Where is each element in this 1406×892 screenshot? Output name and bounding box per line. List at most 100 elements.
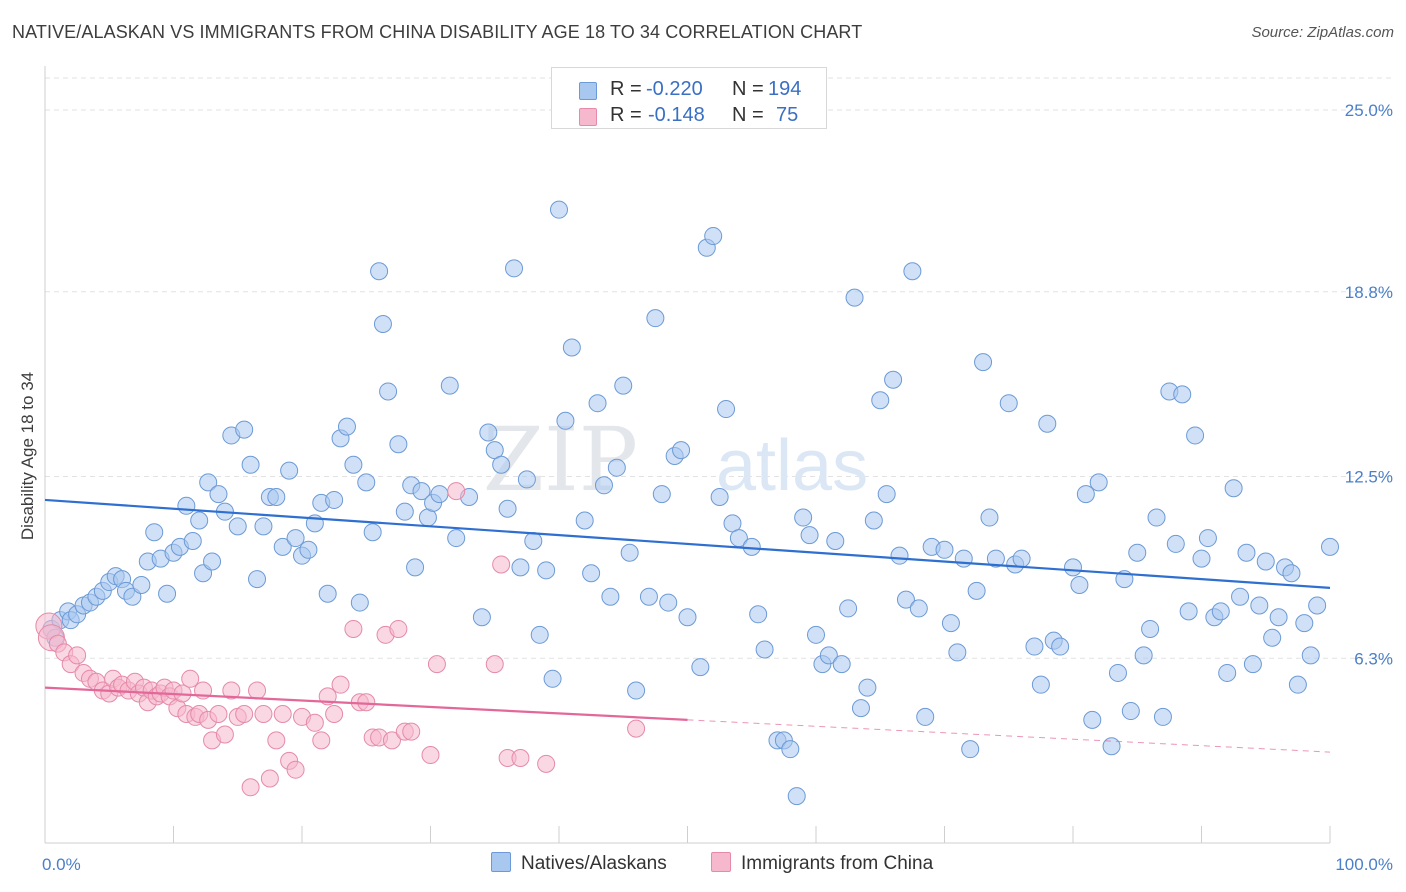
data-point-natives	[1321, 537, 1339, 556]
data-point-natives	[344, 455, 363, 474]
data-point-natives	[530, 625, 549, 644]
data-point-natives	[1076, 485, 1095, 504]
data-point-natives	[1250, 596, 1269, 615]
data-point-natives	[839, 599, 858, 618]
data-point-natives	[1295, 614, 1314, 633]
data-point-natives	[373, 315, 392, 334]
data-point-natives	[228, 517, 247, 536]
data-point-natives	[254, 517, 273, 536]
legend-n-label: N =	[732, 104, 764, 126]
data-point-natives	[511, 558, 530, 577]
data-point-natives	[406, 558, 425, 577]
legend-swatch-natives	[579, 82, 597, 100]
data-point-natives	[1198, 529, 1217, 548]
data-point-china	[537, 754, 556, 773]
data-point-natives	[1025, 637, 1044, 656]
data-point-natives	[248, 570, 267, 589]
data-point-natives	[537, 561, 556, 580]
data-point-natives	[517, 470, 536, 489]
data-point-natives	[659, 593, 678, 612]
data-point-china	[273, 704, 292, 723]
data-point-natives	[183, 531, 202, 550]
data-point-china	[511, 748, 530, 767]
data-point-china	[427, 655, 446, 674]
data-point-natives	[851, 699, 870, 718]
data-point-natives	[845, 288, 864, 307]
y-tick-label: 25.0%	[1345, 101, 1393, 120]
legend-row-natives: R = -0.220 N = 194	[552, 78, 826, 104]
data-point-natives	[607, 458, 626, 477]
data-point-natives	[781, 740, 800, 759]
data-point-natives	[974, 353, 993, 372]
data-point-china	[325, 704, 344, 723]
data-point-china	[68, 646, 87, 665]
data-point-natives	[961, 740, 980, 759]
data-point-natives	[556, 411, 575, 430]
data-point-natives	[543, 669, 562, 688]
data-point-china	[421, 746, 440, 765]
data-point-natives	[498, 499, 517, 518]
data-point-natives	[325, 490, 344, 509]
data-point-natives	[1108, 663, 1127, 682]
trend-line-china	[44, 686, 688, 721]
data-point-natives	[999, 394, 1018, 413]
trend-line-natives	[44, 498, 1331, 590]
data-point-natives	[614, 376, 633, 395]
data-point-natives	[954, 549, 973, 568]
data-point-natives	[1282, 564, 1301, 583]
data-point-natives	[1179, 602, 1198, 621]
data-point-china	[492, 555, 511, 574]
data-point-natives	[357, 473, 376, 492]
data-point-natives	[1051, 637, 1070, 656]
data-point-natives	[717, 400, 736, 419]
data-point-natives	[807, 625, 825, 644]
trend-lines	[44, 498, 1331, 753]
data-point-china	[627, 719, 646, 738]
data-point-natives	[800, 526, 819, 545]
data-point-natives	[379, 382, 398, 401]
data-point-china	[389, 619, 408, 638]
legend-r-value: -0.220	[646, 78, 703, 100]
data-point-natives	[858, 678, 877, 697]
x-tick-label: 100.0%	[1335, 855, 1393, 874]
data-point-natives	[350, 593, 369, 612]
data-point-natives	[980, 508, 999, 527]
data-point-natives	[158, 584, 177, 603]
data-point-natives	[524, 531, 543, 550]
y-tick-label: 18.8%	[1345, 283, 1393, 302]
data-point-natives	[1031, 675, 1050, 694]
data-point-natives	[1224, 479, 1243, 498]
data-point-natives	[479, 423, 498, 442]
data-point-natives	[299, 540, 318, 559]
bottom-legend-natives: Natives/Alaskans	[491, 852, 667, 875]
legend-r-label: R =	[610, 78, 642, 100]
data-point-natives	[588, 394, 607, 413]
data-point-natives	[652, 485, 671, 504]
data-point-natives	[948, 643, 967, 662]
data-point-natives	[280, 461, 299, 480]
data-point-china	[215, 725, 234, 744]
data-point-natives	[794, 508, 813, 527]
data-point-natives	[1269, 608, 1288, 627]
data-point-natives	[627, 681, 646, 700]
data-point-natives	[909, 599, 928, 618]
data-point-natives	[1038, 414, 1057, 433]
data-point-natives	[896, 590, 915, 609]
data-point-china	[447, 482, 466, 501]
chart-title: NATIVE/ALASKAN VS IMMIGRANTS FROM CHINA …	[12, 22, 863, 42]
data-point-natives	[505, 259, 524, 278]
y-tick-label: 6.3%	[1354, 649, 1393, 668]
bottom-legend-label-natives: Natives/Alaskans	[521, 853, 667, 874]
data-point-china	[248, 681, 267, 700]
data-point-natives	[941, 614, 960, 633]
data-point-natives	[1211, 602, 1230, 621]
legend-n-value: 75	[776, 104, 799, 126]
legend-n-label: N =	[732, 78, 764, 100]
data-point-natives	[447, 529, 466, 548]
data-point-natives	[550, 200, 568, 219]
data-point-natives	[1231, 587, 1250, 606]
data-point-natives	[678, 608, 697, 627]
data-point-natives	[916, 707, 935, 726]
data-point-natives	[986, 549, 1005, 568]
data-point-natives	[562, 338, 581, 357]
